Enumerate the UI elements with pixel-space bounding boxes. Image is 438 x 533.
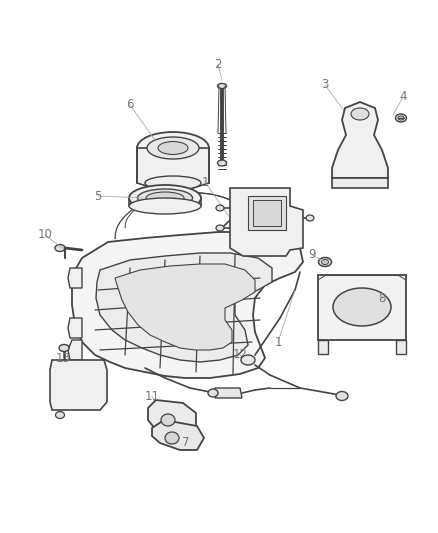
Ellipse shape [333, 288, 391, 326]
Ellipse shape [218, 84, 226, 88]
Polygon shape [318, 340, 328, 354]
Ellipse shape [56, 411, 64, 418]
Ellipse shape [321, 260, 328, 264]
Text: 5: 5 [94, 190, 102, 203]
Ellipse shape [138, 189, 192, 207]
Text: 3: 3 [321, 78, 328, 92]
Ellipse shape [147, 137, 199, 159]
Text: 1: 1 [201, 175, 209, 189]
Ellipse shape [396, 114, 406, 122]
Text: 8: 8 [378, 292, 386, 304]
Text: 7: 7 [182, 435, 190, 448]
Polygon shape [96, 253, 272, 362]
Ellipse shape [336, 392, 348, 400]
Ellipse shape [351, 108, 369, 120]
Polygon shape [68, 340, 82, 360]
Text: 10: 10 [38, 229, 53, 241]
Ellipse shape [129, 198, 201, 214]
Polygon shape [148, 400, 196, 436]
Polygon shape [248, 196, 286, 230]
Text: 4: 4 [399, 91, 407, 103]
Ellipse shape [146, 192, 184, 204]
Ellipse shape [216, 225, 224, 231]
Ellipse shape [306, 215, 314, 221]
Ellipse shape [241, 355, 255, 365]
Ellipse shape [145, 176, 201, 190]
Polygon shape [72, 232, 303, 378]
Polygon shape [137, 148, 209, 188]
Ellipse shape [129, 185, 201, 211]
Polygon shape [332, 178, 388, 188]
Ellipse shape [216, 205, 224, 211]
Polygon shape [253, 200, 281, 226]
Polygon shape [152, 420, 204, 450]
Polygon shape [50, 360, 107, 410]
Ellipse shape [208, 389, 218, 397]
Text: 13: 13 [56, 351, 71, 365]
Text: 1: 1 [274, 335, 282, 349]
Polygon shape [396, 340, 406, 354]
Ellipse shape [318, 257, 332, 266]
Text: 11: 11 [145, 390, 159, 402]
Polygon shape [332, 102, 388, 178]
Ellipse shape [161, 414, 175, 426]
Ellipse shape [398, 116, 404, 120]
Polygon shape [230, 188, 303, 256]
Polygon shape [115, 264, 255, 350]
Polygon shape [215, 388, 242, 398]
Text: 12: 12 [233, 349, 247, 361]
Ellipse shape [59, 344, 69, 351]
Polygon shape [68, 268, 82, 288]
Ellipse shape [158, 141, 188, 155]
Ellipse shape [137, 132, 209, 164]
Ellipse shape [55, 245, 65, 252]
Text: 9: 9 [308, 248, 316, 262]
Ellipse shape [165, 432, 179, 444]
Text: 2: 2 [214, 59, 222, 71]
Polygon shape [318, 275, 406, 340]
Text: 6: 6 [126, 99, 134, 111]
Ellipse shape [218, 160, 226, 166]
Polygon shape [68, 318, 82, 338]
